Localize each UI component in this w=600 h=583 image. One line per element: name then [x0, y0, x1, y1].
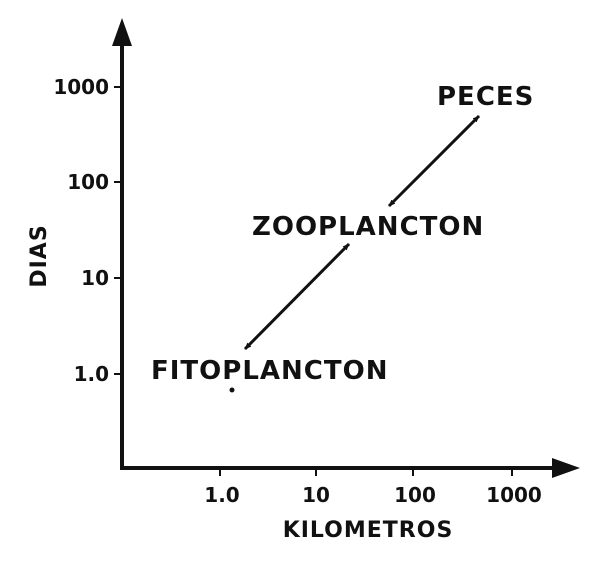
y-tick-label: 10: [81, 266, 109, 290]
node-label-zooplancton: ZOOPLANCTON: [252, 212, 484, 242]
y-ticks: 1000 100 10 1.0: [53, 75, 122, 386]
y-tick-label: 100: [67, 170, 109, 194]
arrow-fitoplancton-zooplancton: [243, 242, 351, 351]
x-tick-label: 100: [394, 483, 436, 507]
y-axis-arrowhead: [112, 18, 132, 46]
x-tick-label: 1.0: [204, 483, 239, 507]
x-tick-label: 1000: [486, 483, 542, 507]
x-ticks: 1.0 10 100 1000: [204, 468, 542, 507]
y-tick-label: 1.0: [74, 362, 109, 386]
node-label-peces: PECES: [437, 82, 534, 112]
y-axis-title: DIAS: [27, 224, 52, 287]
x-axis-arrowhead: [552, 458, 580, 478]
x-tick-label: 10: [302, 483, 330, 507]
arrow-zooplancton-peces: [387, 114, 481, 208]
y-tick-label: 1000: [53, 75, 109, 99]
node-label-fitoplancton: FITOPLANCTON: [151, 356, 388, 386]
axes: [112, 18, 580, 478]
x-axis-title: KILOMETROS: [283, 518, 454, 543]
fitoplancton-point: [229, 387, 235, 393]
